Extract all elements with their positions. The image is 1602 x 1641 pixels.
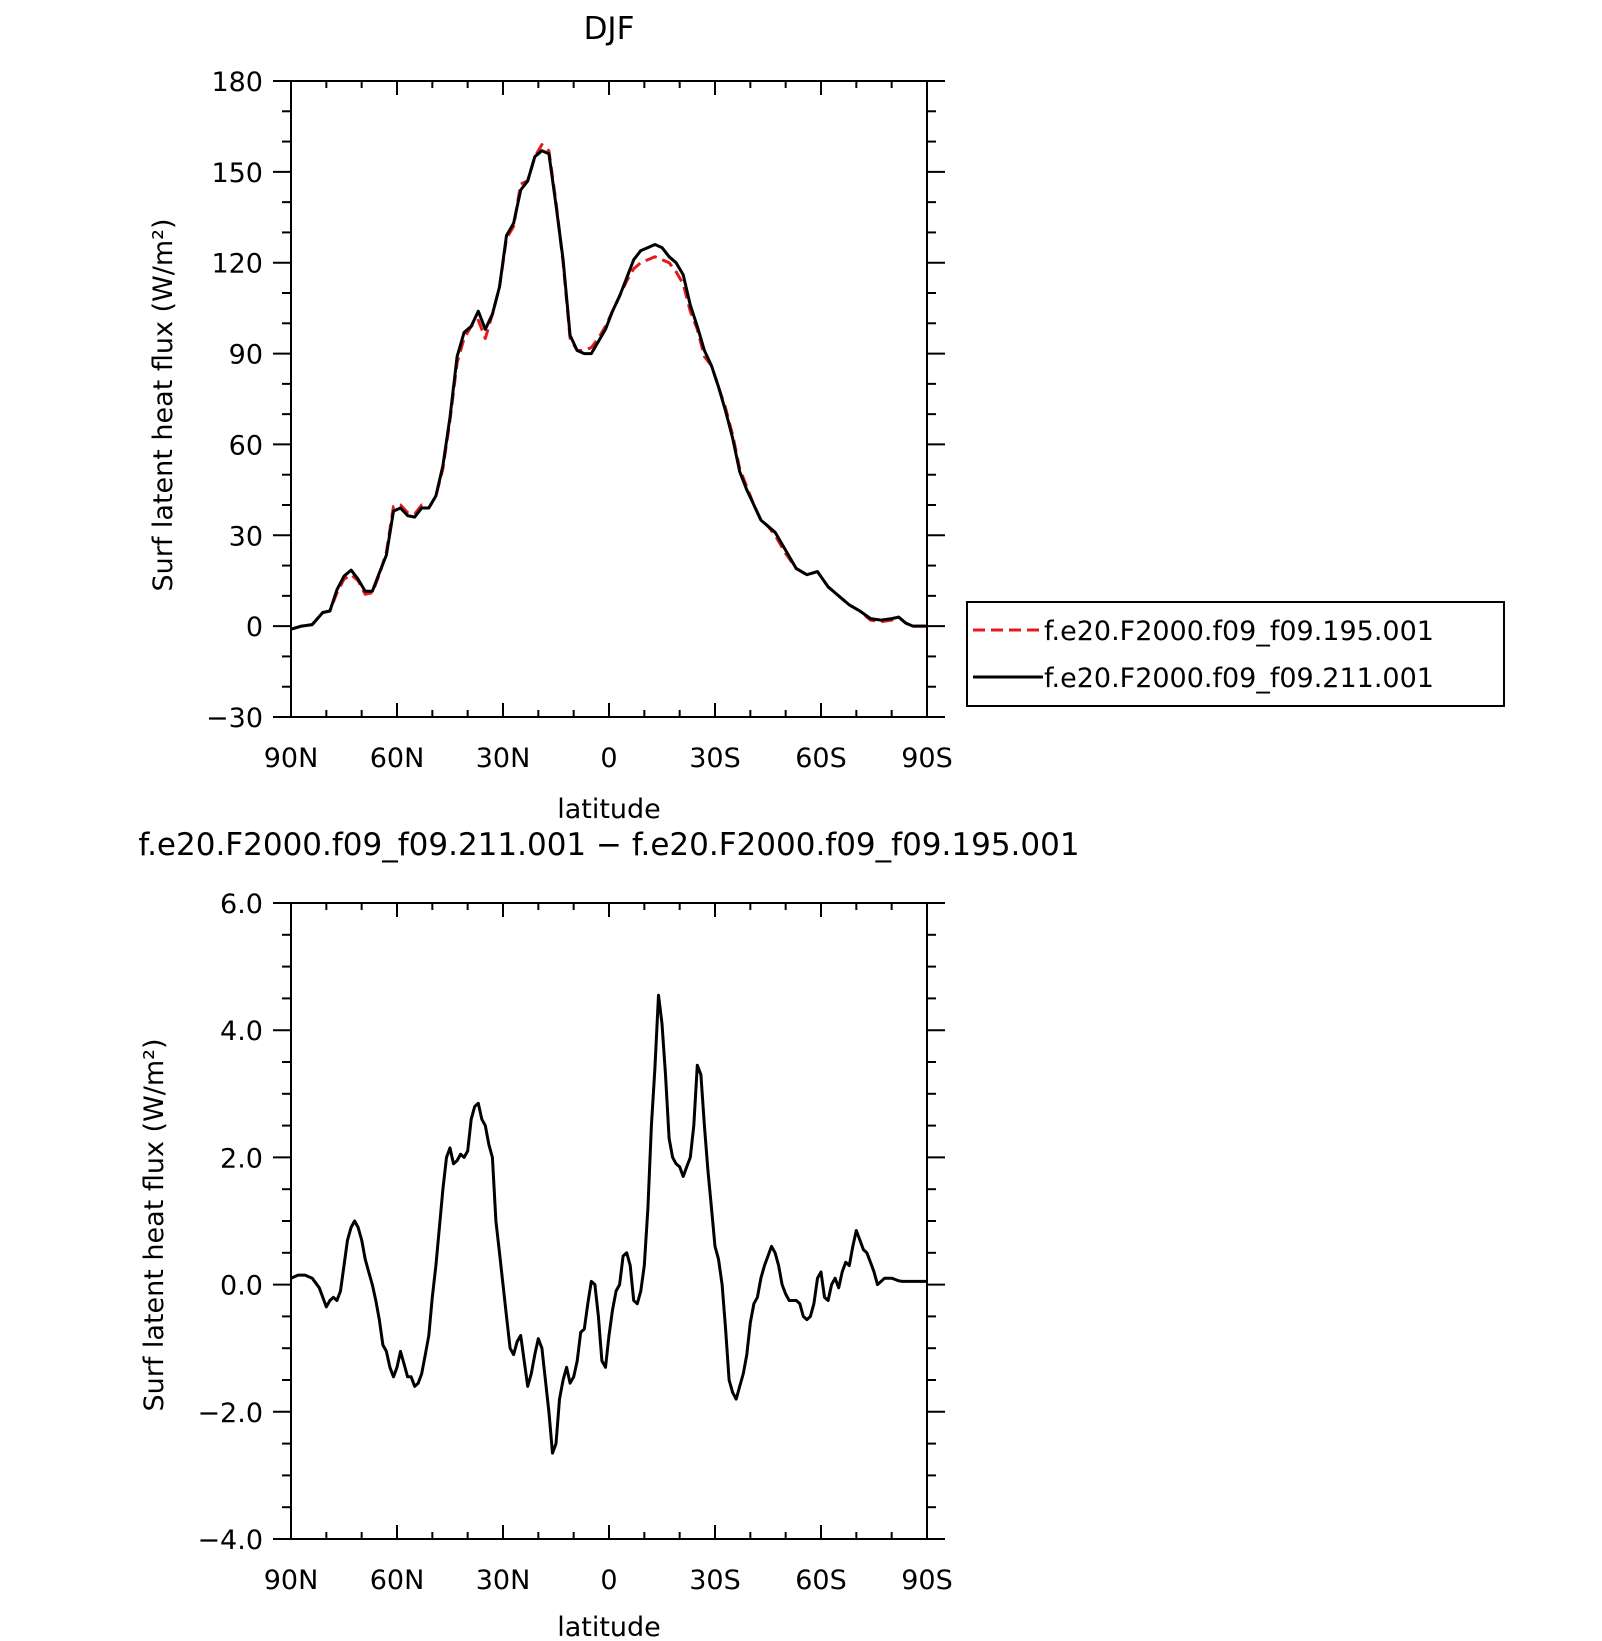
legend: f.e20.F2000.f09_f09.195.001 f.e20.F2000.… [966,601,1505,707]
top-xtick-label: 60N [370,743,425,774]
top-ytick-label: −30 [206,703,263,734]
bottom-ytick-label: 2.0 [220,1143,263,1174]
legend-label-series-1: f.e20.F2000.f09_f09.195.001 [1044,616,1434,647]
top-chart: DJF −30 0 30 60 90 120 150 180 90N 60N 30N 0 30S 60S 9… [148,11,1505,825]
bottom-xtick-label: 30S [689,1565,741,1596]
top-ytick-label: 120 [211,249,263,280]
top-xtick-label: 90N [264,743,319,774]
bottom-xtick-label: 0 [600,1565,617,1596]
top-xtick-label: 30S [689,743,741,774]
top-xtick-label: 90S [901,743,953,774]
bottom-plot-area: −4.0 −2.0 0.0 2.0 4.0 6.0 90N 60N 30N 0 30S 60S 90S [197,889,952,1596]
top-chart-xlabel: latitude [557,794,661,825]
bottom-ytick-label: 0.0 [220,1271,263,1302]
bottom-xtick-label: 90S [901,1565,953,1596]
bottom-chart-xlabel: latitude [557,1612,661,1641]
top-ytick-label: 90 [229,340,263,371]
legend-label-series-2: f.e20.F2000.f09_f09.211.001 [1044,663,1434,694]
bottom-plot-frame [290,902,928,1540]
top-ytick-label: 0 [246,612,263,643]
top-ytick-label: 60 [229,430,263,461]
bottom-series-line-1 [290,993,927,1455]
top-chart-title: DJF [584,11,635,47]
bottom-xtick-label: 30N [476,1565,531,1596]
bottom-ytick-label: −4.0 [197,1525,263,1556]
bottom-xtick-label: 60S [795,1565,847,1596]
bottom-xtick-label: 90N [264,1565,319,1596]
bottom-ytick-label: −2.0 [197,1398,263,1429]
top-ytick-label: 180 [211,67,263,98]
legend-box [966,601,1505,707]
top-ytick-label: 150 [211,158,263,189]
top-xtick-label: 60S [795,743,847,774]
bottom-chart-title: f.e20.F2000.f09_f09.211.001 − f.e20.F200… [138,827,1079,863]
bottom-ytick-label: 4.0 [220,1016,263,1047]
bottom-chart-ylabel: Surf latent heat flux (W/m²) [139,1038,170,1411]
bottom-chart: f.e20.F2000.f09_f09.211.001 − f.e20.F200… [138,827,1079,1641]
bottom-xtick-label: 60N [370,1565,425,1596]
top-chart-ylabel: Surf latent heat flux (W/m²) [148,218,179,591]
top-ytick-label: 30 [229,521,263,552]
top-xtick-label: 0 [600,743,617,774]
top-series-line-2 [290,149,927,631]
bottom-ytick-label: 6.0 [220,889,263,920]
top-plot-area: −30 0 30 60 90 120 150 180 90N 60N 30N 0 30S 60S 90S [206,67,953,774]
top-plot-frame [290,80,928,718]
top-xtick-label: 30N [476,743,531,774]
